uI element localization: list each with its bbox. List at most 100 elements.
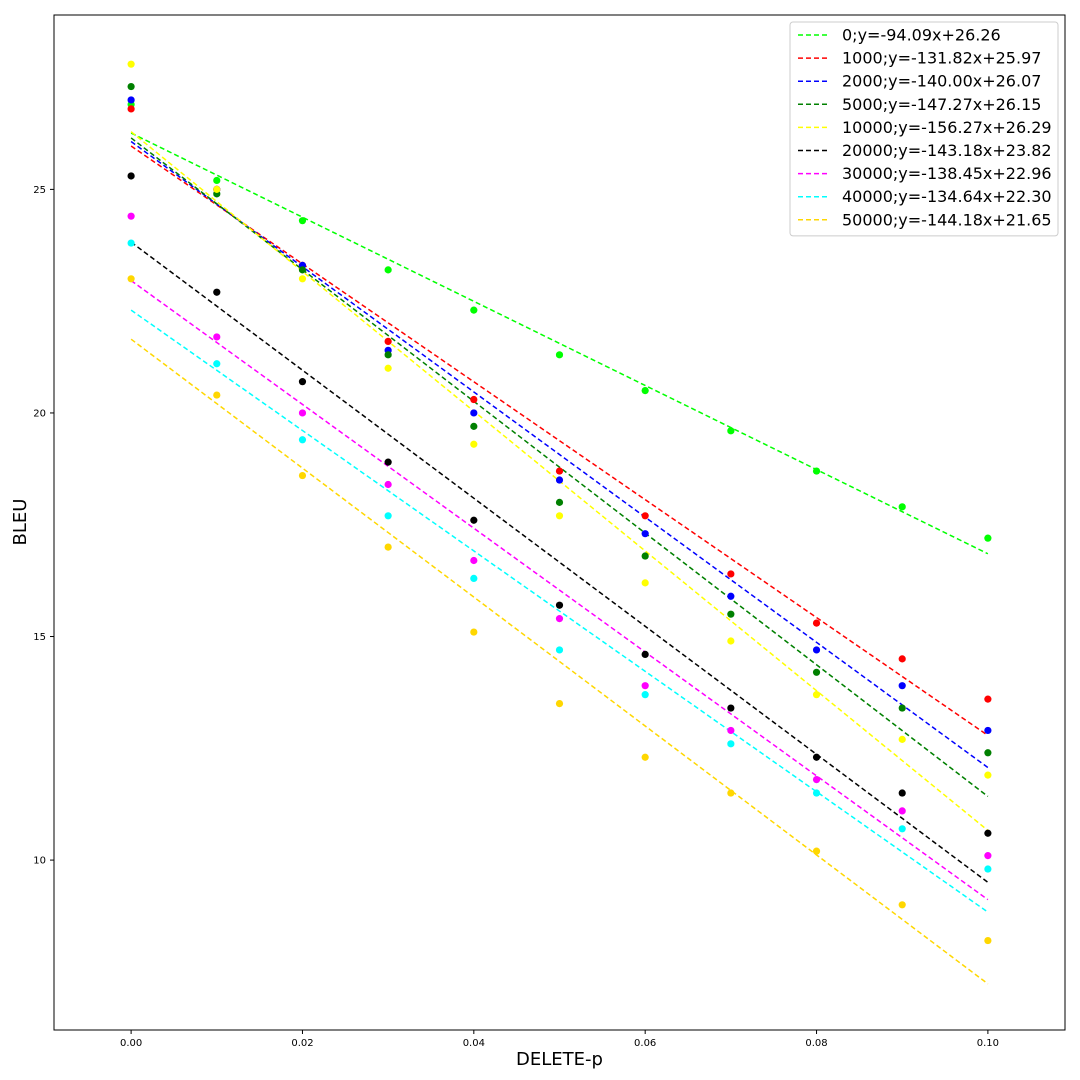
data-point-7-4 [470,574,478,582]
x-tick-label: 0.06 [634,1038,656,1049]
data-point-8-5 [555,699,564,708]
data-point-6-4 [470,556,478,565]
data-point-1-5 [555,467,564,475]
data-point-3-2 [298,266,307,274]
data-point-6-5 [555,615,564,623]
data-point-5-7 [727,704,735,712]
data-point-6-2 [298,409,307,417]
legend-label: 30000;y=-138.45x+22.96 [842,164,1052,183]
data-point-0-10 [984,534,992,542]
data-point-7-1 [213,360,221,368]
data-point-1-0 [127,105,135,113]
legend-label: 10000;y=-156.27x+26.29 [842,118,1052,137]
data-point-0-6 [641,386,649,395]
data-point-0-1 [213,176,221,185]
data-point-6-8 [812,776,821,784]
data-point-4-2 [298,275,307,283]
y-tick-label: 10 [33,856,46,867]
data-point-0-2 [298,217,307,225]
data-point-1-4 [470,395,478,404]
data-point-1-8 [812,619,821,627]
x-axis-title: DELETE-p [516,1049,603,1070]
data-point-7-9 [898,825,906,833]
data-point-1-3 [384,337,392,346]
legend-label: 50000;y=-144.18x+21.65 [842,210,1052,229]
data-point-2-8 [812,646,821,654]
data-point-8-7 [727,789,735,797]
data-point-1-10 [984,695,992,703]
data-point-5-10 [984,829,992,837]
plot-frame [53,14,1066,1031]
data-point-7-10 [984,865,992,873]
data-point-2-10 [984,726,992,735]
data-point-5-2 [298,378,307,386]
data-point-7-8 [812,789,821,797]
trend-line-7 [130,309,989,913]
legend-label: 0;y=-94.09x+26.26 [842,26,1001,45]
trend-line-0 [130,132,989,555]
data-point-7-2 [298,436,307,444]
data-point-4-8 [812,691,821,699]
x-tick-label: 0.00 [120,1038,142,1049]
legend-label: 5000;y=-147.27x+26.15 [842,95,1041,114]
trend-line-3 [130,137,989,798]
data-point-6-10 [984,852,992,860]
trend-line-6 [130,279,989,901]
data-point-6-9 [898,807,906,815]
data-point-6-1 [213,333,221,341]
data-point-2-5 [555,476,564,484]
data-point-2-4 [470,409,478,417]
data-point-8-1 [213,391,221,399]
data-point-3-10 [984,749,992,757]
legend-label: 40000;y=-134.64x+22.30 [842,187,1052,206]
data-point-4-7 [727,637,735,645]
legend: 0;y=-94.09x+26.26 1000;y=-131.82x+25.97 20… [789,21,1059,237]
data-point-0-7 [727,427,735,435]
data-point-1-9 [898,655,906,663]
data-point-3-5 [555,498,564,506]
data-point-4-6 [641,579,649,587]
data-point-8-2 [298,471,307,480]
data-point-1-6 [641,512,649,520]
data-point-3-6 [641,552,649,560]
data-point-3-9 [898,704,906,712]
data-point-5-4 [470,516,478,524]
data-point-4-0 [127,60,135,68]
y-tick-label: 15 [33,632,46,643]
data-point-3-0 [127,82,135,91]
data-point-0-5 [555,351,564,359]
data-point-4-5 [555,512,564,520]
y-tick-label: 25 [33,185,46,196]
data-point-5-0 [127,172,135,180]
data-point-3-4 [470,422,478,430]
data-point-7-5 [555,646,564,654]
data-point-8-6 [641,753,649,761]
trend-line-1 [130,145,989,737]
data-point-0-8 [812,467,821,475]
data-point-2-0 [127,96,135,104]
data-point-1-7 [727,570,735,578]
x-tick-label: 0.10 [977,1038,999,1049]
data-point-4-1 [213,185,221,193]
data-point-4-9 [898,735,906,743]
y-tick-label: 20 [33,408,46,419]
data-point-7-7 [727,740,735,748]
data-point-4-10 [984,771,992,779]
data-point-3-7 [727,610,735,618]
data-point-8-3 [384,543,392,551]
data-point-2-6 [641,530,649,538]
x-tick-label: 0.02 [291,1038,313,1049]
data-point-7-0 [127,239,135,247]
y-axis: 10 15 20 25 [33,185,54,867]
legend-box [789,21,1059,237]
data-point-4-3 [384,364,392,372]
data-point-5-3 [384,458,392,466]
data-point-4-4 [470,440,478,448]
x-tick-label: 0.04 [463,1038,485,1049]
data-point-0-9 [898,503,906,511]
data-point-6-3 [384,480,392,489]
data-point-5-1 [213,288,221,296]
data-point-3-8 [812,668,821,676]
data-point-5-9 [898,789,906,797]
